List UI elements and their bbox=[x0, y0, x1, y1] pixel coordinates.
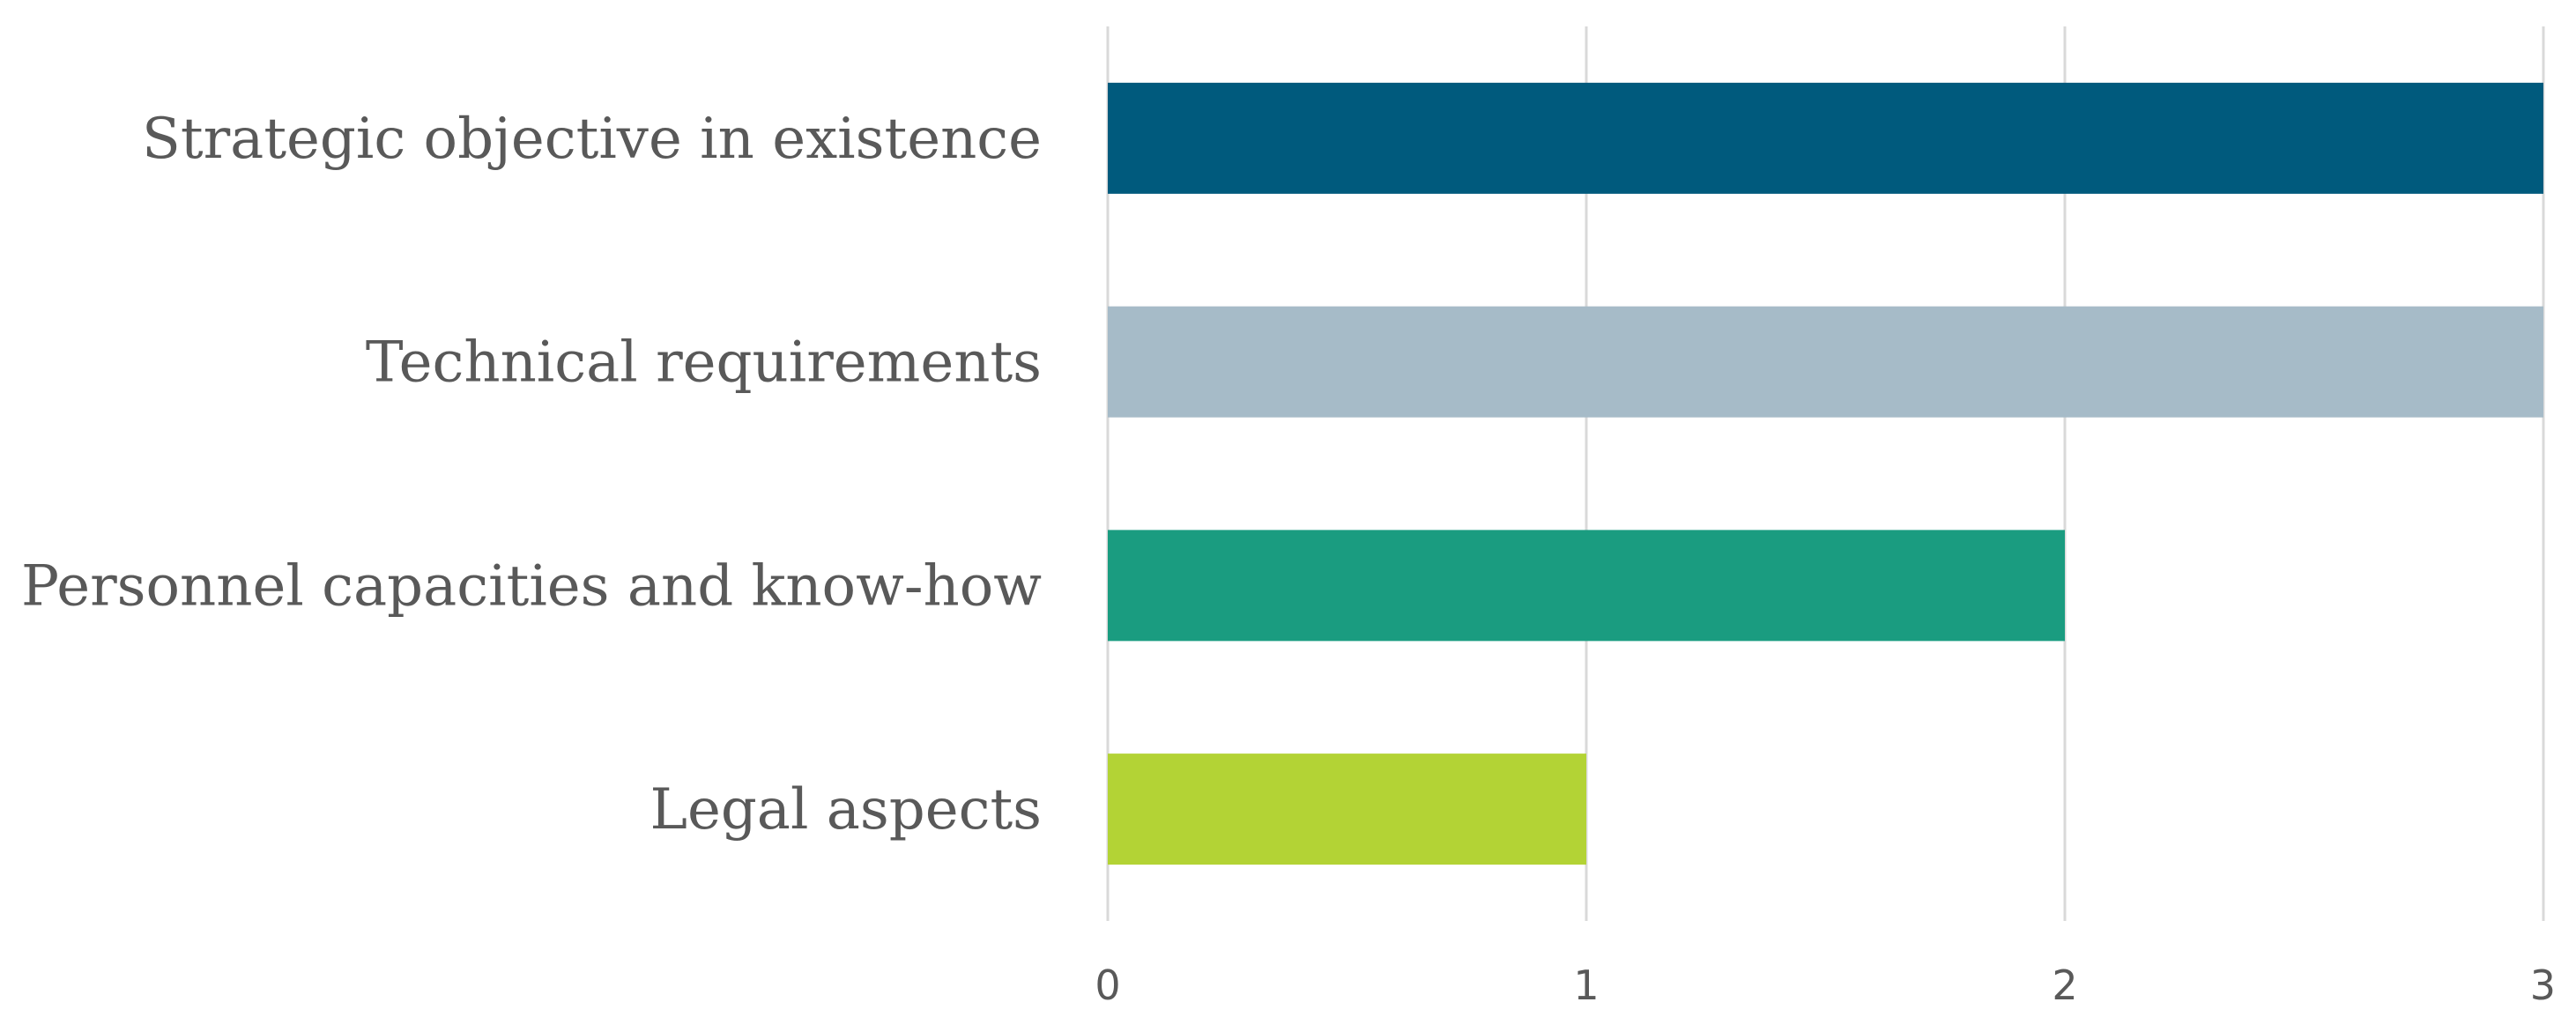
x-tick-label: 1 bbox=[1573, 961, 1599, 1009]
category-labels: Strategic objective in existence Technica… bbox=[21, 107, 1042, 843]
bar bbox=[1108, 530, 2065, 642]
x-axis-tick-labels: 0 1 2 3 bbox=[1095, 961, 2556, 1009]
x-tick-label: 3 bbox=[2530, 961, 2556, 1009]
category-label: Personnel capacities and know-how bbox=[21, 553, 1042, 619]
bar bbox=[1108, 753, 1586, 865]
x-tick-label: 0 bbox=[1095, 961, 1120, 1009]
category-label: Strategic objective in existence bbox=[142, 107, 1042, 172]
category-label: Technical requirements bbox=[366, 330, 1042, 396]
bar bbox=[1108, 82, 2543, 194]
x-tick-label: 2 bbox=[2052, 961, 2077, 1009]
bar bbox=[1108, 306, 2543, 418]
category-label: Legal aspects bbox=[650, 777, 1042, 843]
bars bbox=[1108, 82, 2543, 865]
